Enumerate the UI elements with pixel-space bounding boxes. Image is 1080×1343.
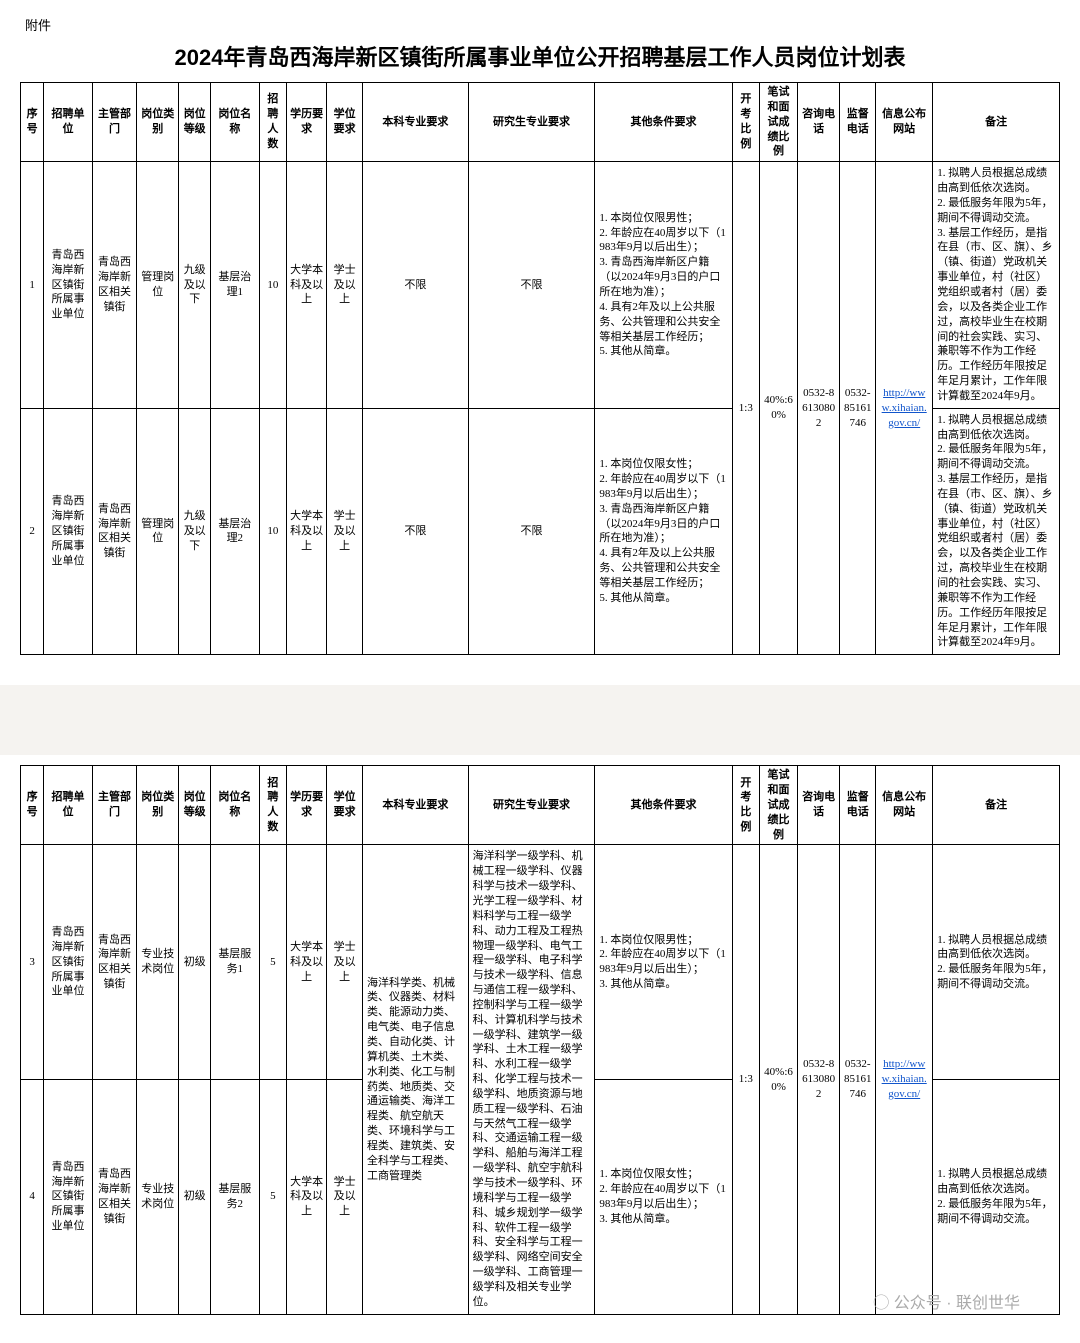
watermark: ◯ 公众号 · 联创世华 — [20, 1289, 1060, 1313]
col-header: 岗位等级 — [179, 766, 211, 845]
col-header: 笔试和面试成绩比例 — [760, 83, 798, 162]
wechat-icon: ◯ — [873, 1295, 889, 1312]
col-header: 信息公布网站 — [876, 766, 933, 845]
col-header: 序号 — [21, 766, 44, 845]
table-header-row: 序号招聘单位主管部门岗位类别岗位等级岗位名称招聘人数学历要求学位要求本科专业要求… — [21, 83, 1060, 162]
page-2: 序号招聘单位主管部门岗位类别岗位等级岗位名称招聘人数学历要求学位要求本科专业要求… — [0, 755, 1080, 1342]
plan-table-1: 序号招聘单位主管部门岗位类别岗位等级岗位名称招聘人数学历要求学位要求本科专业要求… — [20, 82, 1060, 655]
table-row: 1青岛西海岸新区镇街所属事业单位青岛西海岸新区相关镇街管理岗位九级及以下基层治理… — [21, 162, 1060, 409]
col-header: 备注 — [933, 766, 1060, 845]
col-header: 招聘人数 — [259, 83, 286, 162]
table-row: 3青岛西海岸新区镇街所属事业单位青岛西海岸新区相关镇街专业技术岗位初级基层服务1… — [21, 845, 1060, 1080]
col-header: 岗位名称 — [211, 83, 260, 162]
col-header: 序号 — [21, 83, 44, 162]
col-header: 学历要求 — [287, 766, 327, 845]
col-header: 学位要求 — [327, 83, 363, 162]
col-header: 本科专业要求 — [363, 766, 469, 845]
col-header: 研究生专业要求 — [468, 766, 595, 845]
col-header: 其他条件要求 — [595, 83, 732, 162]
col-header: 咨询电话 — [798, 766, 840, 845]
page-1: 附件 2024年青岛西海岸新区镇街所属事业单位公开招聘基层工作人员岗位计划表 序… — [0, 0, 1080, 685]
col-header: 其他条件要求 — [595, 766, 732, 845]
page-gap — [0, 685, 1080, 755]
col-header: 主管部门 — [92, 83, 136, 162]
col-header: 监督电话 — [840, 83, 876, 162]
col-header: 岗位等级 — [179, 83, 211, 162]
col-header: 招聘人数 — [259, 766, 286, 845]
col-header: 监督电话 — [840, 766, 876, 845]
col-header: 岗位名称 — [211, 766, 260, 845]
col-header: 信息公布网站 — [876, 83, 933, 162]
col-header: 开考比例 — [732, 83, 759, 162]
table-header-row: 序号招聘单位主管部门岗位类别岗位等级岗位名称招聘人数学历要求学位要求本科专业要求… — [21, 766, 1060, 845]
col-header: 笔试和面试成绩比例 — [760, 766, 798, 845]
col-header: 备注 — [933, 83, 1060, 162]
page-title: 2024年青岛西海岸新区镇街所属事业单位公开招聘基层工作人员岗位计划表 — [20, 40, 1060, 72]
info-site-link[interactable]: http://www.xihaian.gov.cn/ — [882, 387, 927, 429]
col-header: 学历要求 — [287, 83, 327, 162]
plan-table-2: 序号招聘单位主管部门岗位类别岗位等级岗位名称招聘人数学历要求学位要求本科专业要求… — [20, 765, 1060, 1314]
col-header: 岗位类别 — [137, 83, 179, 162]
col-header: 学位要求 — [327, 766, 363, 845]
col-header: 主管部门 — [92, 766, 136, 845]
col-header: 本科专业要求 — [363, 83, 469, 162]
col-header: 咨询电话 — [798, 83, 840, 162]
attachment-label: 附件 — [25, 15, 1060, 34]
col-header: 研究生专业要求 — [468, 83, 595, 162]
col-header: 招聘单位 — [44, 83, 93, 162]
info-site-link[interactable]: http://www.xihaian.gov.cn/ — [882, 1058, 927, 1100]
col-header: 招聘单位 — [44, 766, 93, 845]
col-header: 开考比例 — [732, 766, 759, 845]
col-header: 岗位类别 — [137, 766, 179, 845]
